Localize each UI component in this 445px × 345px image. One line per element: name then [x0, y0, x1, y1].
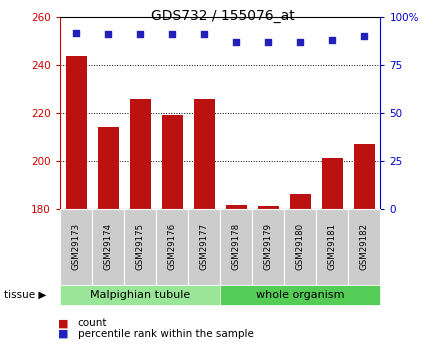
Bar [156, 209, 188, 285]
Bar [220, 209, 252, 285]
Point [73, 30, 80, 35]
Point [265, 39, 272, 45]
Bar [226, 205, 247, 209]
Point [105, 32, 112, 37]
Point [361, 34, 368, 39]
Text: GSM29173: GSM29173 [72, 223, 81, 270]
Bar [290, 194, 311, 209]
Bar [316, 209, 348, 285]
Bar [188, 209, 220, 285]
Bar [66, 56, 86, 209]
Bar [162, 115, 182, 209]
Point [233, 39, 240, 45]
Text: GSM29178: GSM29178 [232, 223, 241, 270]
Bar [130, 99, 150, 209]
Bar [194, 99, 214, 209]
Text: whole organism: whole organism [256, 290, 344, 300]
Bar [60, 209, 92, 285]
Bar [98, 127, 118, 209]
Point [169, 32, 176, 37]
Point [137, 32, 144, 37]
Point [297, 39, 304, 45]
Bar [252, 209, 284, 285]
Bar [348, 209, 380, 285]
Bar [284, 209, 316, 285]
Text: GDS732 / 155076_at: GDS732 / 155076_at [150, 9, 295, 23]
Text: percentile rank within the sample: percentile rank within the sample [78, 329, 254, 339]
Bar [92, 209, 124, 285]
Bar [258, 206, 279, 209]
Text: Malpighian tubule: Malpighian tubule [90, 290, 190, 300]
Bar [124, 209, 156, 285]
Text: GSM29182: GSM29182 [360, 223, 369, 270]
Bar [354, 144, 375, 209]
Bar [220, 285, 380, 305]
Text: GSM29180: GSM29180 [296, 223, 305, 270]
Text: ■: ■ [58, 329, 69, 339]
Text: count: count [78, 318, 107, 328]
Text: tissue ▶: tissue ▶ [4, 290, 47, 300]
Bar [60, 285, 220, 305]
Text: GSM29175: GSM29175 [136, 223, 145, 270]
Text: GSM29174: GSM29174 [104, 223, 113, 270]
Text: GSM29176: GSM29176 [168, 223, 177, 270]
Point [329, 38, 336, 43]
Point [201, 32, 208, 37]
Text: ■: ■ [58, 318, 69, 328]
Text: GSM29179: GSM29179 [264, 223, 273, 270]
Bar [322, 158, 343, 209]
Text: GSM29177: GSM29177 [200, 223, 209, 270]
Text: GSM29181: GSM29181 [328, 223, 337, 270]
